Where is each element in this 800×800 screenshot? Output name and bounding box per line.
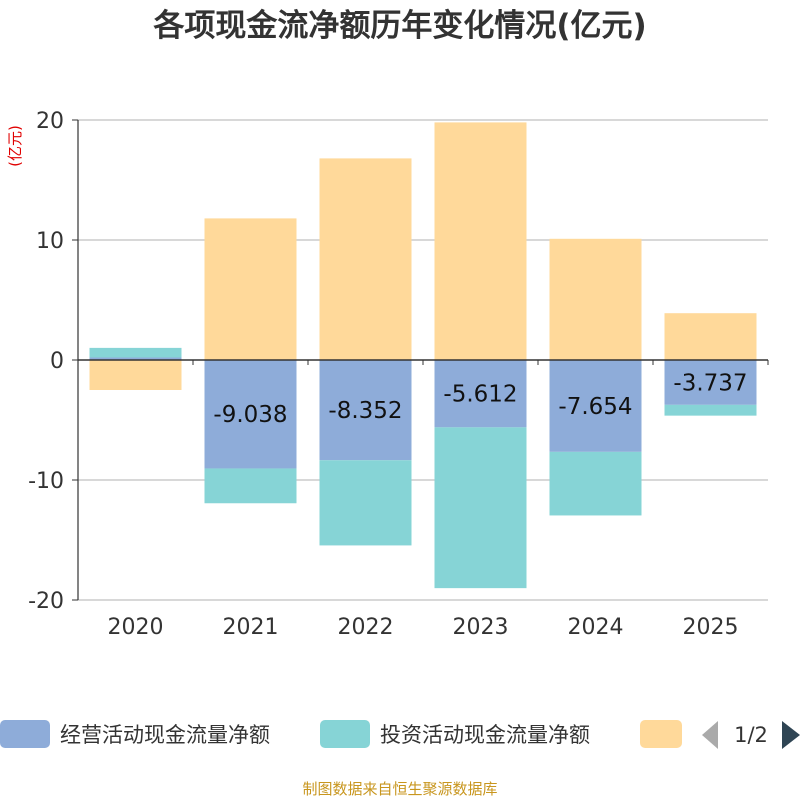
bar-operating-2020[interactable] (89, 357, 182, 360)
bar-financing-2021[interactable] (204, 218, 297, 360)
legend-swatch-investing (320, 720, 370, 748)
legend-swatch-financing (640, 720, 682, 748)
data-label-2022: -8.352 (328, 398, 402, 424)
legend-label-operating: 经营活动现金流量净额 (60, 723, 270, 747)
bar-investing-2020[interactable] (89, 347, 182, 358)
bar-financing-2020[interactable] (89, 360, 182, 390)
y-tick-label: -10 (28, 469, 64, 494)
bar-operating-2021[interactable] (204, 360, 297, 469)
data-label-2024: -7.654 (558, 394, 632, 420)
bar-investing-2022[interactable] (319, 460, 412, 546)
x-tick-label: 2022 (338, 615, 394, 640)
legend-label-investing: 投资活动现金流量净额 (380, 723, 590, 747)
source-note: 制图数据来自恒生聚源数据库 (302, 780, 497, 798)
bar-investing-2025[interactable] (664, 404, 757, 416)
y-tick-label: 0 (50, 349, 64, 374)
data-labels: -9.038 -8.352 -5.612 -7.654 -3.737 (213, 370, 747, 428)
legend: 经营活动现金流量净额 投资活动现金流量净额 1/2 (0, 720, 800, 749)
data-label-2023: -5.612 (443, 382, 517, 408)
y-tick-label: 10 (36, 229, 64, 254)
bar-investing-2023[interactable] (434, 427, 527, 589)
x-tick-label: 2024 (568, 615, 624, 640)
bar-financing-2022[interactable] (319, 158, 412, 360)
bar-investing-2021[interactable] (204, 468, 297, 504)
y-axis-unit-label: (亿元) (6, 125, 24, 167)
legend-item-investing[interactable]: 投资活动现金流量净额 (320, 720, 590, 748)
data-label-2025: -3.737 (673, 370, 747, 396)
legend-swatch-operating (0, 720, 50, 748)
x-axis-ticks: 2020 2021 2022 2023 2024 2025 (77, 360, 769, 640)
bar-investing-2024[interactable] (549, 451, 642, 516)
grid (78, 119, 768, 601)
y-tick-label: 20 (36, 109, 64, 134)
x-tick-label: 2021 (223, 615, 279, 640)
bar-operating-2024[interactable] (549, 360, 642, 452)
y-axis-ticks: 20 10 0 -10 -20 (28, 109, 78, 614)
bars (89, 122, 757, 589)
bar-financing-2025[interactable] (664, 313, 757, 360)
x-tick-label: 2023 (453, 615, 509, 640)
x-tick-label: 2025 (683, 615, 739, 640)
bar-operating-2023[interactable] (434, 360, 527, 428)
legend-prev-page-icon[interactable] (702, 721, 718, 749)
y-tick-label: -20 (28, 589, 64, 614)
legend-item-operating[interactable]: 经营活动现金流量净额 (0, 720, 270, 748)
x-tick-label: 2020 (108, 615, 164, 640)
bar-operating-2022[interactable] (319, 360, 412, 461)
chart-title: 各项现金流净额历年变化情况(亿元) (152, 8, 646, 44)
bar-financing-2023[interactable] (434, 122, 527, 361)
bar-financing-2024[interactable] (549, 238, 642, 360)
data-label-2021: -9.038 (213, 402, 287, 428)
bar-operating-2025[interactable] (664, 360, 757, 405)
legend-next-page-icon[interactable] (782, 721, 800, 749)
legend-item-financing[interactable] (640, 720, 682, 748)
legend-page-indicator: 1/2 (734, 723, 768, 747)
